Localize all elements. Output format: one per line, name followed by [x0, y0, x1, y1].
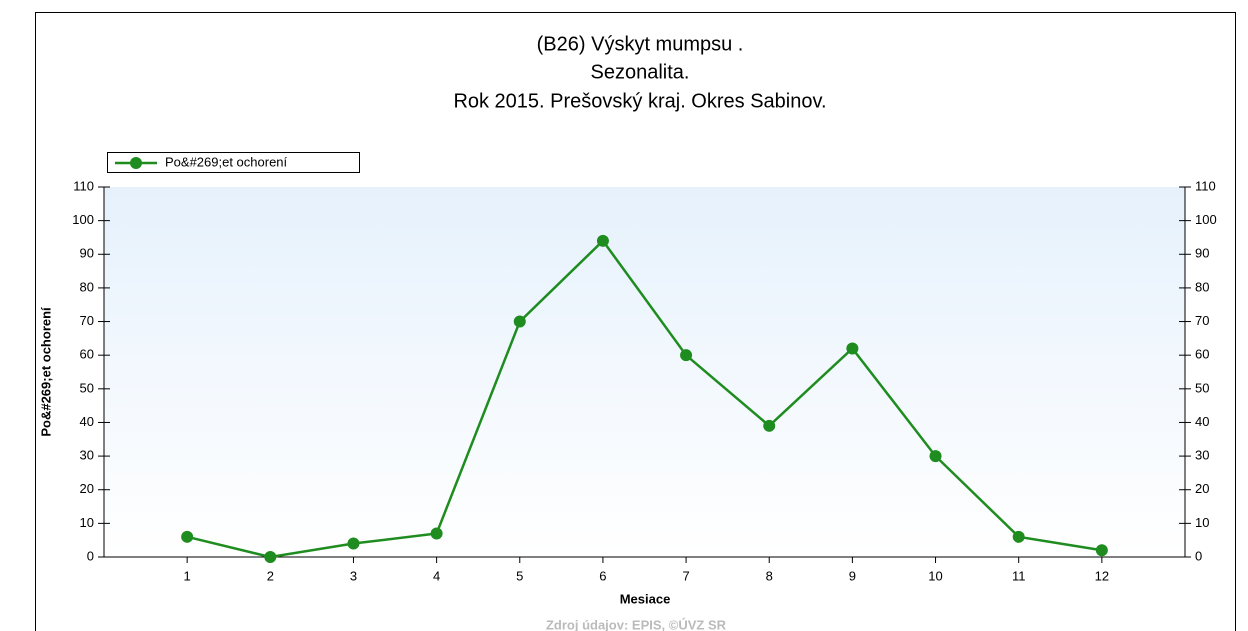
x-tick-label: 9 — [849, 568, 856, 583]
x-tick-label: 3 — [350, 568, 357, 583]
y2-tick-label: 20 — [1195, 481, 1209, 496]
marker — [596, 234, 609, 247]
y-tick-label: 0 — [87, 548, 94, 563]
plot-area — [104, 187, 1185, 557]
x-tick-label: 11 — [1012, 568, 1026, 583]
x-tick-label: 5 — [516, 568, 523, 583]
y2-tick-label: 70 — [1195, 313, 1209, 328]
y-tick-label: 70 — [80, 313, 94, 328]
y2-tick-label: 60 — [1195, 347, 1209, 362]
x-tick-label: 4 — [433, 568, 440, 583]
marker — [1095, 544, 1108, 557]
marker — [264, 551, 277, 563]
y2-tick-label: 100 — [1195, 212, 1217, 227]
legend-marker — [130, 157, 142, 169]
chart-title: (B26) Výskyt mumpsu . — [537, 33, 744, 55]
y-tick-label: 90 — [80, 246, 94, 261]
y2-tick-label: 80 — [1195, 279, 1209, 294]
marker — [846, 342, 859, 355]
y2-tick-label: 30 — [1195, 448, 1209, 463]
y2-tick-label: 90 — [1195, 246, 1209, 261]
x-tick-label: 8 — [766, 568, 773, 583]
legend-label: Po&#269;et ochorení — [165, 154, 288, 169]
y2-tick-label: 110 — [1195, 178, 1216, 193]
line — [186, 238, 1103, 559]
x-axis-label: Mesiace — [620, 591, 671, 606]
marker — [430, 527, 443, 540]
x-tick-label: 10 — [928, 568, 942, 583]
marker — [763, 419, 776, 432]
y-tick-label: 20 — [80, 481, 94, 496]
y-tick-label: 60 — [80, 347, 94, 362]
y2-tick-label: 50 — [1195, 380, 1209, 395]
marker — [929, 450, 942, 463]
y-tick-label: 100 — [72, 212, 94, 227]
chart-title: Sezonalita. — [591, 61, 690, 83]
y-tick-label: 30 — [80, 448, 94, 463]
marker — [1012, 530, 1025, 543]
x-tick-label: 7 — [682, 568, 689, 583]
x-tick-label: 2 — [267, 568, 274, 583]
y2-tick-label: 0 — [1195, 548, 1202, 563]
y-tick-label: 110 — [73, 178, 94, 193]
x-tick-label: 6 — [599, 568, 606, 583]
y-axis-label: Po&#269;et ochorení — [38, 307, 53, 437]
source: Zdroj údajov: EPIS, ©ÚVZ SR — [546, 617, 727, 631]
legend-box — [107, 152, 360, 173]
marker — [347, 537, 360, 550]
marker — [513, 315, 526, 328]
x-tick-label: 12 — [1095, 568, 1109, 583]
y2-tick-label: 40 — [1195, 414, 1209, 429]
chart-title: Rok 2015. Prešovský kraj. Okres Sabinov. — [453, 90, 826, 112]
y-tick-label: 80 — [80, 279, 94, 294]
marker — [181, 530, 194, 543]
y-tick-label: 40 — [80, 414, 94, 429]
y-tick-label: 50 — [80, 380, 94, 395]
x-tick-label: 1 — [184, 568, 191, 583]
frame — [35, 12, 1236, 631]
marker — [680, 349, 693, 362]
y-tick-label: 10 — [80, 515, 94, 530]
y2-tick-label: 10 — [1195, 515, 1209, 530]
